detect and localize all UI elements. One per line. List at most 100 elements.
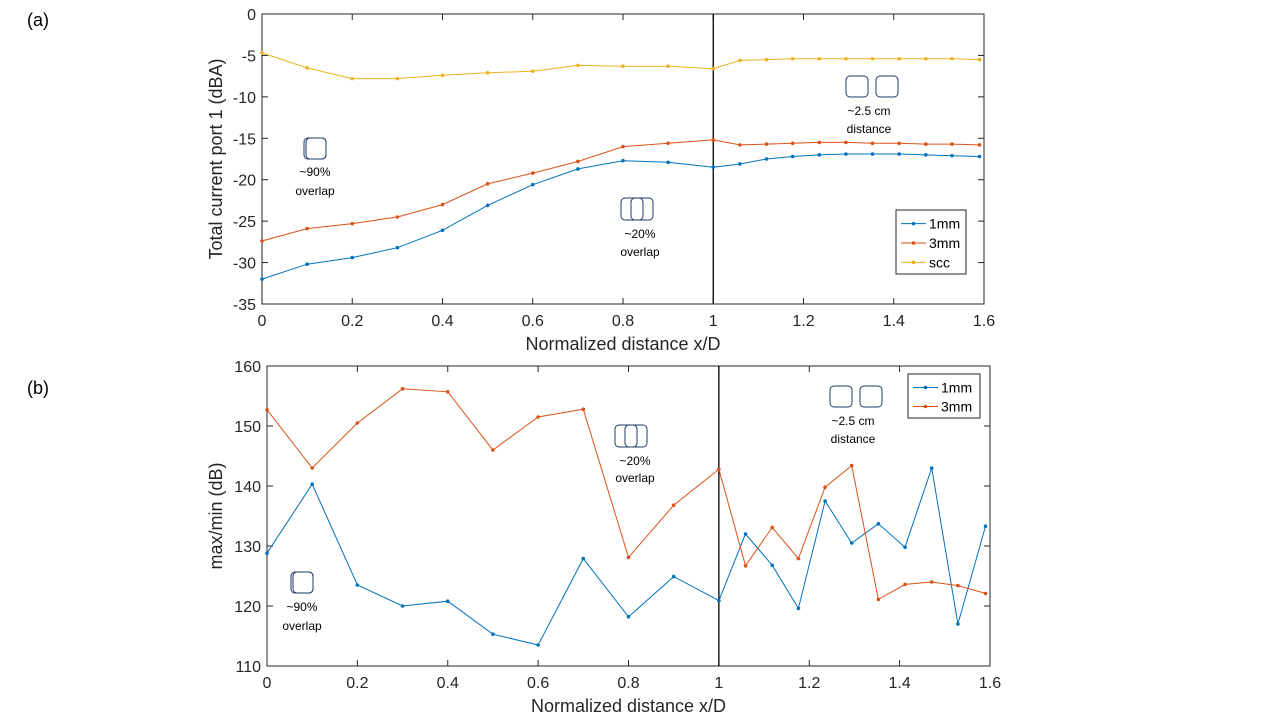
data-point (738, 143, 742, 147)
x-tick-label: 0.6 (522, 313, 544, 330)
legend-entry-3mm: 3mm (901, 235, 960, 251)
y-tick-label: 120 (234, 599, 261, 616)
data-point (576, 167, 580, 171)
data-point (530, 182, 535, 187)
data-point (491, 448, 495, 452)
data-point (350, 221, 355, 226)
coil-outline (620, 197, 644, 221)
annotation-line1: ~2.5 cm (847, 104, 890, 118)
series-1mm (265, 466, 988, 647)
annotation-line1: ~90% (286, 600, 317, 614)
data-point (350, 255, 355, 260)
data-point (977, 154, 982, 159)
legend-marker (923, 404, 928, 409)
overlap-20-icon (620, 197, 654, 221)
plot-area (266, 365, 991, 667)
legend-label: 1mm (929, 216, 960, 232)
x-tick-label: 0.8 (617, 675, 639, 692)
y-axis-label: Total current port 1 (dBA) (206, 58, 226, 259)
coil-outline (614, 424, 638, 448)
legend-entry-3mm: 3mm (913, 399, 972, 415)
overlap-20-icon (614, 424, 648, 448)
x-tick-label: 1.2 (792, 313, 814, 330)
data-point (485, 182, 490, 186)
y-tick-label: 160 (234, 359, 261, 376)
data-point (536, 643, 540, 647)
x-tick-label: 1.4 (889, 675, 911, 692)
data-point (265, 408, 269, 412)
legend-marker (911, 241, 916, 245)
data-point (764, 157, 769, 161)
data-point (897, 152, 901, 156)
data-point (445, 390, 450, 394)
data-point (711, 138, 716, 142)
data-point (581, 407, 586, 412)
annotation-line1: ~20% (619, 454, 650, 468)
chart-panel-a: 0 0.2 0.4 0.6 0.8 1 1.2 1.4 1.6 -35 -30 -25 -20 -15 -1… (206, 7, 995, 354)
data-point (764, 57, 769, 62)
legend-entry-1mm: 1mm (901, 216, 960, 232)
data-point (849, 541, 854, 545)
data-point (790, 154, 795, 159)
coil-outline (305, 137, 327, 160)
data-point (977, 143, 982, 147)
data-point (621, 144, 625, 149)
data-point (770, 563, 774, 567)
data-point (671, 574, 676, 579)
data-point (260, 51, 264, 55)
legend-marker (911, 260, 916, 265)
data-point (743, 532, 748, 536)
data-point (870, 152, 875, 156)
annotation-overlap20: ~20% overlap (620, 197, 660, 259)
annotation-line1: ~90% (299, 165, 330, 179)
y-axis-label: max/min (dB) (206, 462, 226, 569)
data-point (764, 142, 769, 146)
data-point (536, 415, 540, 419)
data-point (738, 58, 742, 63)
x-tick-label: 1.6 (979, 675, 1001, 692)
data-point (897, 141, 901, 146)
data-point (717, 467, 721, 472)
legend-box (895, 209, 967, 275)
data-point (717, 598, 721, 603)
coil-outline (624, 424, 648, 448)
coil-outline (292, 571, 314, 594)
data-point (530, 171, 535, 175)
data-point (923, 153, 928, 157)
data-point (491, 632, 495, 636)
y-tick-label: 110 (235, 659, 261, 676)
x-tick-label: 0.6 (527, 675, 549, 692)
data-point (956, 622, 960, 626)
data-point (666, 64, 670, 68)
legend-box (907, 373, 981, 419)
annotation-line1: ~2.5 cm (831, 414, 874, 428)
data-point (621, 158, 625, 163)
data-point (626, 615, 631, 619)
y-tick-label: -25 (233, 214, 256, 231)
annotation-distance: ~2.5 cm distance (829, 385, 883, 446)
data-point (440, 73, 445, 78)
annotation-line2: overlap (620, 245, 660, 259)
data-point (530, 69, 535, 73)
x-tick-label: 0 (263, 675, 272, 692)
annotation-line1: ~20% (624, 227, 655, 241)
x-tick-label: 0.2 (341, 313, 363, 330)
data-point (817, 153, 822, 157)
data-point (950, 56, 954, 61)
x-tick-label: 0.4 (431, 313, 453, 330)
data-point (666, 160, 670, 165)
annotation-line2: overlap (295, 184, 335, 198)
data-point (355, 421, 360, 425)
data-point (445, 599, 450, 603)
data-point (738, 162, 742, 166)
data-point (823, 485, 827, 490)
data-point (796, 556, 801, 561)
annotation-overlap90: ~90% overlap (282, 571, 322, 633)
x-tick-label: 1.6 (973, 313, 995, 330)
data-point (305, 66, 309, 70)
series-scc (260, 51, 982, 81)
data-point (310, 466, 314, 470)
y-tick-label: -15 (233, 131, 256, 148)
